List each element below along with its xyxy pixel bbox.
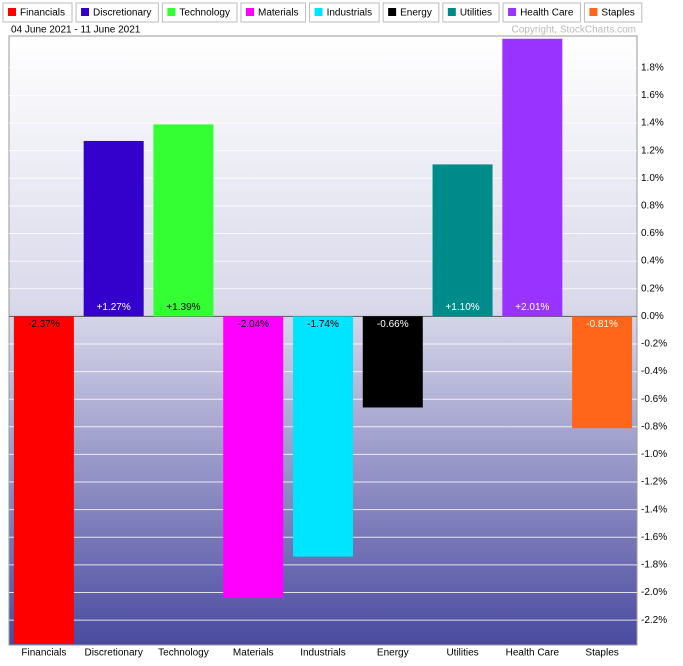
- x-tick-label: Technology: [158, 648, 209, 659]
- legend-label: Materials: [258, 8, 299, 19]
- x-tick-label: Financials: [21, 648, 66, 659]
- copyright: Copyright, StockCharts.com: [512, 25, 637, 36]
- legend-item[interactable]: [2, 2, 73, 23]
- y-tick-label: -1.8%: [641, 560, 667, 571]
- bar: [502, 38, 563, 317]
- bar: [223, 316, 284, 599]
- legend-label: Technology: [179, 8, 230, 19]
- y-tick-label: -0.4%: [641, 366, 667, 377]
- legend-label: Financials: [20, 8, 65, 19]
- x-tick-label: Health Care: [506, 648, 560, 659]
- value-label: +1.10%: [445, 302, 479, 313]
- legend-item[interactable]: [583, 2, 643, 23]
- bar: [292, 316, 354, 557]
- chart-subtitle: 04 June 2021 - 11 June 2021: [11, 25, 141, 36]
- y-tick-label: -0.2%: [641, 339, 667, 350]
- y-tick-label: 0.4%: [641, 256, 664, 267]
- legend-swatch: [589, 8, 598, 16]
- value-label: -2.37%: [28, 319, 60, 330]
- legend-label: Energy: [400, 8, 432, 19]
- y-tick-label: 1.2%: [641, 145, 664, 156]
- y-tick-label: -1.2%: [641, 477, 667, 488]
- value-label: +1.27%: [97, 302, 131, 313]
- legend-label: Discretionary: [93, 8, 151, 19]
- legend-item[interactable]: [240, 2, 307, 23]
- y-tick-label: -2.0%: [641, 587, 667, 598]
- y-tick-label: 0.8%: [641, 200, 664, 211]
- y-tick-label: 1.4%: [641, 118, 664, 129]
- value-label: +1.39%: [166, 302, 200, 313]
- legend-item[interactable]: [502, 2, 581, 23]
- legend-swatch: [245, 8, 254, 16]
- value-label: -1.74%: [307, 319, 339, 330]
- y-tick-label: 1.0%: [641, 173, 664, 184]
- y-tick-label: 0.6%: [641, 228, 664, 239]
- legend-item[interactable]: [75, 2, 159, 23]
- y-tick-label: -0.8%: [641, 421, 667, 432]
- legend-swatch: [8, 8, 16, 16]
- y-tick-label: 0.2%: [641, 283, 664, 294]
- y-tick-label: 1.8%: [641, 62, 664, 73]
- legend-swatch: [167, 8, 176, 16]
- value-label: +2.01%: [515, 302, 549, 313]
- legend-label: Health Care: [520, 8, 574, 19]
- value-label: -2.04%: [237, 319, 269, 330]
- y-tick-label: 0.0%: [641, 311, 664, 322]
- legend-swatch: [314, 8, 323, 16]
- x-tick-label: Staples: [585, 648, 618, 659]
- value-label: -0.66%: [377, 319, 409, 330]
- x-tick-label: Discretionary: [84, 648, 142, 659]
- legend-label: Utilities: [460, 8, 492, 19]
- legend-swatch: [447, 8, 456, 16]
- x-tick-label: Industrials: [300, 648, 346, 659]
- y-tick-label: -2.2%: [641, 615, 667, 626]
- value-label: -0.81%: [586, 319, 618, 330]
- y-tick-label: -1.0%: [641, 449, 667, 460]
- legend-item[interactable]: [442, 2, 500, 23]
- y-tick-label: -1.4%: [641, 504, 667, 515]
- bar: [432, 164, 493, 317]
- bar: [83, 140, 144, 317]
- y-tick-label: -0.6%: [641, 394, 667, 405]
- bar: [13, 316, 74, 644]
- y-tick-label: -1.6%: [641, 532, 667, 543]
- x-tick-label: Utilities: [446, 648, 478, 659]
- bar: [153, 124, 214, 317]
- legend-label: Staples: [601, 8, 634, 19]
- bar: [572, 316, 633, 429]
- legend-label: Industrials: [327, 8, 373, 19]
- x-tick-label: Materials: [233, 648, 274, 659]
- legend-item[interactable]: [309, 2, 380, 23]
- legend-item[interactable]: [161, 2, 238, 23]
- y-tick-label: 1.6%: [641, 90, 664, 101]
- x-tick-label: Energy: [377, 648, 409, 659]
- legend-swatch: [508, 8, 517, 16]
- legend-item[interactable]: [382, 2, 440, 23]
- bar: [362, 316, 423, 408]
- legend-swatch: [81, 8, 90, 16]
- legend-swatch: [388, 8, 397, 16]
